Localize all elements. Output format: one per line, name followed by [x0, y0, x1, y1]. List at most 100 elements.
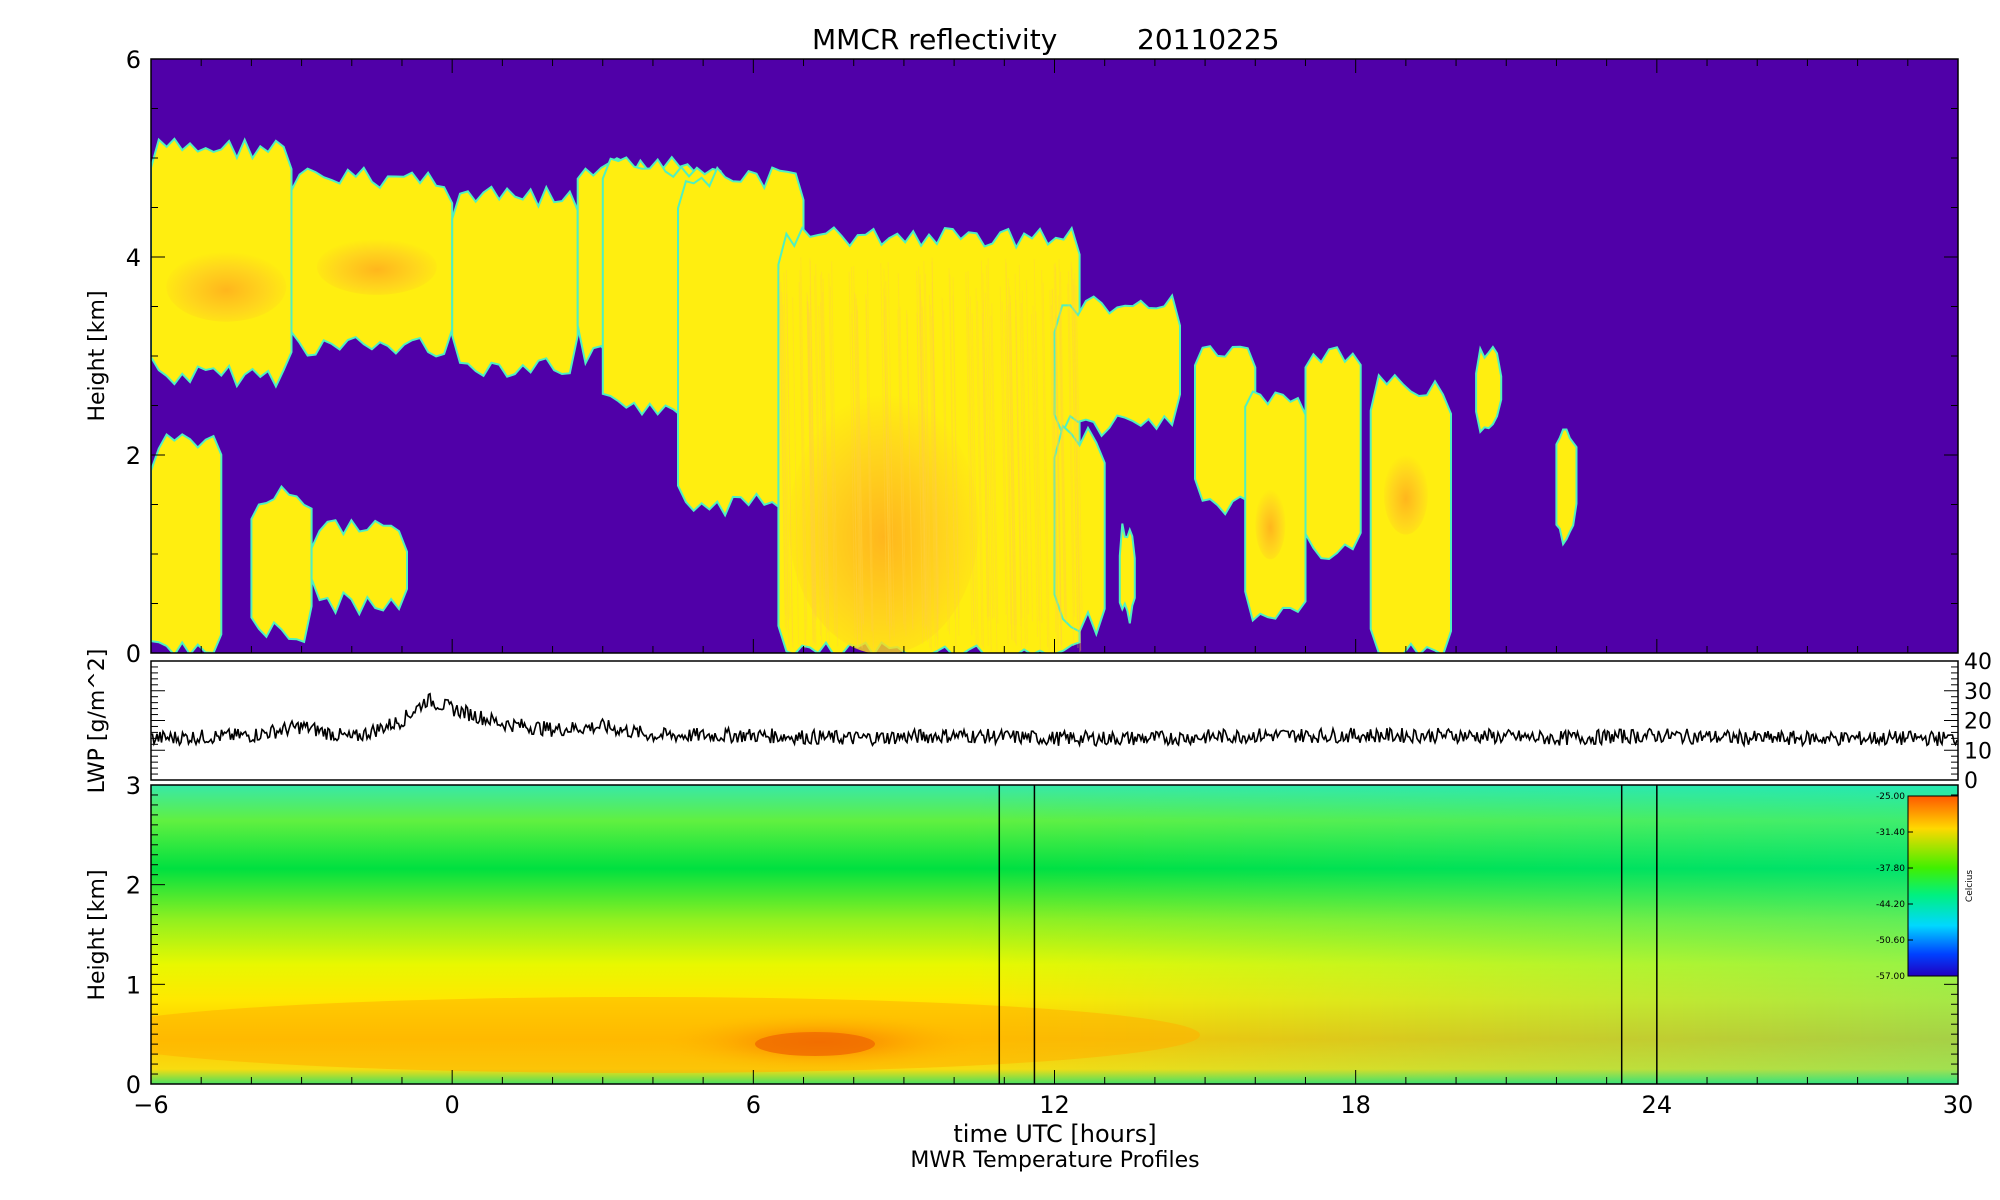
cloud-streak — [921, 300, 929, 643]
colorbar-gradient — [1907, 795, 1959, 977]
cloud-streak — [1035, 311, 1043, 623]
temperature-panel: 0 1 2 3 Height [km] -25.00 -31.40 -37.80 -44.2… — [85, 772, 1975, 1099]
cloud-streak — [1015, 299, 1023, 619]
cloud-layer — [310, 518, 408, 617]
cloud-streak — [808, 312, 816, 619]
cloud-streak — [1005, 262, 1013, 641]
cloud-streak — [1059, 271, 1067, 623]
x-tick-label: 18 — [1340, 1091, 1371, 1119]
lwp-series-line — [150, 692, 1958, 748]
cloud-streak — [1058, 259, 1066, 620]
cloud-streak — [883, 309, 891, 624]
cloud-streak — [820, 302, 828, 640]
cloud-streak — [965, 272, 973, 636]
cloud-streak — [807, 300, 815, 642]
cloud-streak — [916, 312, 924, 627]
cloud-streak — [1007, 304, 1015, 626]
cloud-streak — [1051, 288, 1059, 644]
lwp-panel: 0 10 20 30 40 LWP [g/m^2] — [85, 649, 1992, 794]
colorbar-tick-label: -25.00 — [1876, 792, 1905, 802]
cloud-streak — [1054, 262, 1062, 645]
cloud-streak — [885, 281, 893, 627]
cloud-streak — [919, 283, 927, 638]
lwp-y-tick-label: 30 — [1964, 680, 1992, 705]
chart-date: 20110225 — [1137, 23, 1280, 56]
x-tick-label: 6 — [746, 1091, 761, 1119]
cloud-streak — [1074, 272, 1082, 651]
cloud-streak — [1070, 261, 1078, 620]
cloud-streak — [822, 291, 830, 632]
cloud-streak — [919, 313, 927, 624]
cloud-streak — [967, 306, 975, 629]
cloud-streak — [809, 286, 817, 618]
cloud-streak — [1072, 279, 1080, 625]
cloud-streak — [897, 309, 905, 624]
reflectivity-ylabel: Height [km] — [85, 290, 110, 421]
cloud-streak — [856, 305, 864, 624]
cloud-streak — [1050, 305, 1058, 651]
cloud-streak — [809, 257, 817, 647]
cloud-streak — [848, 271, 856, 639]
cloud-streak — [1015, 316, 1023, 649]
cloud-streak — [919, 274, 927, 616]
cloud-streak — [952, 277, 960, 619]
cloud-streak — [786, 293, 794, 648]
cloud-layer — [250, 484, 313, 644]
cloud-layer — [1118, 523, 1136, 624]
cloud-streak — [932, 311, 940, 615]
cloud-streak — [806, 300, 814, 647]
cloud-streak — [967, 271, 975, 623]
cloud-streak — [999, 286, 1007, 615]
cloud-streak — [919, 289, 927, 626]
cloud-streak — [1032, 305, 1040, 621]
cloud-core — [1255, 489, 1286, 560]
cloud-streak — [1033, 258, 1041, 652]
cloud-streak — [1021, 290, 1029, 615]
cloud-streak — [799, 270, 807, 647]
cloud-streak — [800, 257, 808, 630]
colorbar-tick-label: -31.40 — [1876, 828, 1905, 838]
cloud-streak — [1014, 273, 1022, 627]
cloud-streak — [781, 291, 789, 621]
cloud-streak — [991, 303, 999, 624]
cloud-core — [1383, 454, 1428, 535]
cloud-layer — [1555, 428, 1578, 547]
cloud-streak — [897, 273, 905, 630]
cloud-layer — [1053, 293, 1181, 438]
cloud-streak — [778, 270, 786, 616]
x-tick-label: 30 — [1943, 1091, 1974, 1119]
colorbar: -25.00 -31.40 -37.80 -44.20 -50.60 -57.00 Cel… — [1876, 792, 1975, 982]
cloud-streak — [818, 305, 826, 627]
cloud-streak — [981, 312, 989, 646]
colorbar-tick-label: -57.00 — [1876, 972, 1905, 982]
cloud-streak — [1020, 303, 1028, 644]
cloud-streak — [807, 303, 815, 617]
cloud-streak — [1067, 283, 1075, 646]
cloud-streak — [931, 261, 939, 629]
cloud-streak — [931, 316, 939, 653]
lwp-y-tick-label: 20 — [1964, 710, 1992, 735]
cloud-streak — [883, 268, 891, 640]
lwp-y-tick-label: 40 — [1964, 650, 1992, 675]
cloud-streak — [1041, 269, 1049, 648]
cloud-streak — [1005, 258, 1013, 640]
cloud-streak — [931, 257, 939, 640]
cloud-streak — [971, 313, 979, 650]
cloud-streak — [831, 261, 839, 647]
cloud-streak — [865, 294, 873, 632]
cloud-streak — [916, 270, 924, 644]
cloud-streak — [1051, 289, 1059, 620]
cloud-streak — [990, 315, 998, 653]
cloud-core — [788, 394, 979, 653]
cloud-streak — [980, 260, 988, 618]
cloud-streak — [918, 266, 926, 630]
cloud-streak — [1009, 295, 1017, 646]
cloud-streak — [851, 313, 859, 647]
cloud-layer — [1304, 346, 1362, 561]
cloud-streak — [1068, 271, 1076, 617]
x-tick-label: 12 — [1039, 1091, 1070, 1119]
cloud-streak — [1055, 267, 1063, 646]
cloud-streak — [815, 264, 823, 646]
cloud-streak — [828, 273, 836, 634]
lwp-ylabel: LWP [g/m^2] — [85, 649, 110, 794]
